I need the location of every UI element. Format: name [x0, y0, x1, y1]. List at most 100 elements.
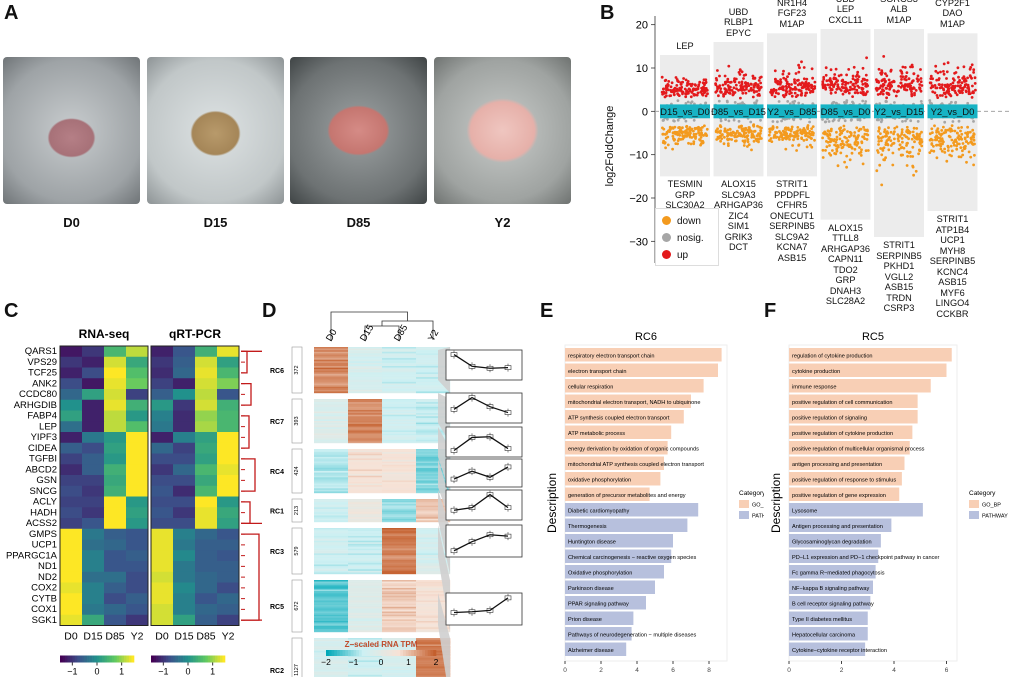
volcano-point-down: [930, 127, 934, 131]
heatmap-col-label: D0: [64, 631, 78, 643]
volcano-point-up: [918, 86, 922, 90]
volcano-point-down: [860, 148, 863, 152]
d-heatmap-cell: [348, 584, 383, 587]
d-dendrogram: [330, 311, 408, 340]
d-heatmap-cell: [314, 416, 349, 419]
volcano-point-up: [834, 67, 838, 71]
d-heatmap-cell: [382, 347, 417, 349]
volcano-point-nosig: [951, 120, 955, 123]
volcano-point-up: [747, 89, 751, 93]
d-heatmap-cell: [416, 369, 451, 371]
d-heatmap-cell: [348, 581, 383, 584]
d-heatmap-cell: [416, 410, 451, 412]
volcano-point-up: [724, 82, 727, 86]
d-heatmap-cell: [416, 605, 451, 607]
d-heatmap-cell: [348, 594, 383, 596]
d-heatmap-cell: [416, 545, 451, 548]
volcano-point-down: [905, 150, 909, 154]
heatmap-border-rna: [59, 345, 149, 626]
heatmap-gene-label: COX1: [31, 604, 57, 615]
d-heatmap-cell: [314, 532, 349, 535]
volcano-point-up: [672, 93, 676, 96]
d-heatmap-cell: [314, 507, 349, 510]
d-heatmap-cell: [314, 373, 349, 376]
volcano-label-band: [660, 104, 710, 119]
volcano-label-band: [767, 104, 817, 119]
volcano-point-up: [887, 92, 890, 95]
d-heatmap-cell: [314, 419, 349, 422]
d-heatmap-cell: [348, 531, 383, 533]
d-heatmap-cell: [416, 380, 451, 383]
d-heatmap-cell: [348, 674, 383, 677]
volcano-point-up: [917, 78, 920, 82]
volcano-point-down: [800, 132, 804, 136]
d-heatmap-cell: [416, 570, 451, 573]
enrich-bar: [789, 425, 913, 439]
d-heatmap-cell: [382, 542, 417, 545]
volcano-down-gene: SLC28A2: [825, 296, 866, 307]
heatmap-cell-rna: [126, 485, 149, 497]
d-heatmap-cell: [348, 386, 383, 389]
volcano-point-down: [835, 135, 839, 139]
d-heatmap-cell: [416, 508, 451, 511]
d-heatmap-cell: [382, 482, 417, 484]
volcano-up-gene: M1AP: [779, 18, 805, 29]
d-heatmap-cell: [314, 556, 349, 559]
volcano-point-down: [861, 135, 864, 139]
volcano-point-up: [808, 91, 812, 94]
d-heatmap-cell: [416, 671, 451, 674]
volcano-point-nosig: [875, 118, 879, 122]
d-heatmap-cell: [348, 671, 383, 674]
volcano-point-up: [945, 77, 948, 80]
enrich-xtick-label: 0: [787, 667, 791, 674]
volcano-point-down: [759, 129, 762, 132]
d-heatmap-cell: [416, 567, 451, 570]
colorbar-swatch: [195, 655, 199, 663]
volcano-point-up: [723, 92, 727, 96]
d-heatmap-cell: [382, 660, 417, 663]
d-heatmap-cell: [382, 674, 417, 677]
volcano-point-up: [689, 95, 693, 99]
colorbar-swatch: [89, 655, 93, 663]
d-heatmap-cell: [314, 385, 349, 387]
d-heatmap-cell: [314, 572, 349, 575]
colorbar-tick-label: 0: [94, 667, 99, 677]
d-heatmap-cell: [382, 433, 417, 436]
volcano-point-up: [933, 84, 937, 87]
d-heatmap-cell: [416, 366, 451, 368]
d-heatmap-cell: [314, 620, 349, 623]
volcano-point-down: [920, 130, 923, 134]
heatmap-cell-rna: [126, 528, 149, 540]
d-heatmap-cell: [382, 558, 417, 560]
volcano-down-gene: SLC30A2: [665, 200, 705, 211]
d-heatmap-cell: [382, 351, 417, 354]
d-heatmap-cell: [382, 512, 417, 514]
volcano-point-down: [865, 138, 869, 141]
d-heatmap-cell: [314, 438, 349, 441]
colorbar-swatch: [72, 655, 76, 663]
d-heatmap-cell: [348, 603, 383, 606]
d-heatmap-cell: [314, 383, 349, 386]
volcano-point-up: [974, 88, 977, 92]
volcano-point-nosig: [909, 119, 913, 123]
d-heatmap-cell: [348, 673, 383, 675]
volcano-point-up: [676, 93, 680, 97]
heatmap-cell-rna: [60, 389, 83, 401]
d-colorbar-tick-label: 0: [379, 657, 384, 667]
d-heatmap-cell: [382, 381, 417, 384]
heatmap-cell-qpcr: [151, 356, 174, 368]
heatmap-cell-rna: [82, 442, 105, 454]
volcano-point-up: [715, 78, 719, 82]
d-heatmap-cell: [314, 586, 349, 589]
heatmap-cell-rna: [82, 496, 105, 508]
volcano-point-down: [887, 126, 890, 130]
volcano-point-up: [938, 83, 941, 87]
volcano-point-down: [835, 138, 839, 142]
volcano-point-up: [797, 88, 801, 92]
volcano-point-down: [697, 131, 700, 135]
volcano-point-up: [691, 88, 695, 91]
volcano-point-up: [972, 71, 975, 74]
heatmap-col-label: D15: [174, 631, 193, 643]
panel-label-f: F: [764, 300, 777, 322]
heatmap-cell-qpcr: [195, 485, 218, 497]
